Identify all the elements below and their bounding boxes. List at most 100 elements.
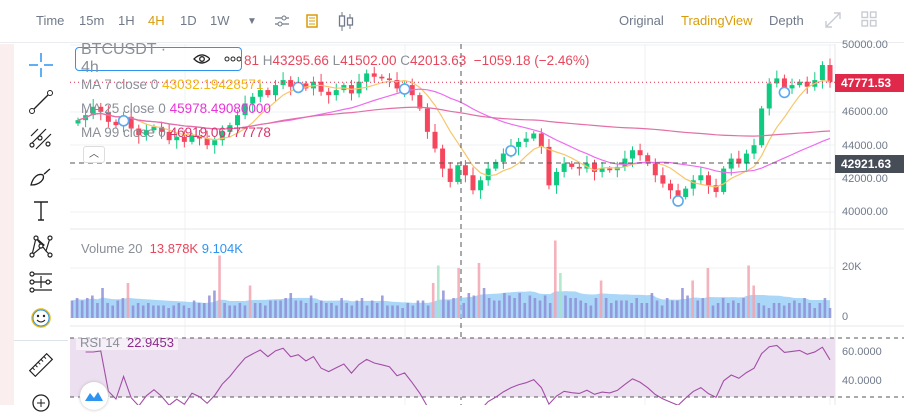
text-tool-icon[interactable] — [26, 196, 56, 226]
time-button[interactable]: Time — [36, 13, 65, 28]
candle-body — [819, 65, 825, 81]
fib-tool-icon[interactable] — [26, 124, 56, 154]
volume-bar — [335, 305, 338, 318]
zoom-in-tool-icon[interactable] — [26, 388, 56, 418]
interval-1d[interactable]: 1D — [180, 13, 197, 28]
volume-bar — [467, 293, 471, 318]
volume-bar — [482, 288, 486, 318]
volume-bar — [615, 300, 618, 318]
volume-bar — [355, 300, 359, 318]
volume-bar — [401, 308, 404, 318]
volume-bar — [269, 300, 272, 318]
candle-body — [774, 78, 780, 84]
trend-line-tool-icon[interactable] — [26, 87, 56, 117]
candle-body — [181, 136, 187, 142]
volume-bar — [172, 305, 176, 318]
eye-icon[interactable] — [193, 53, 211, 65]
volume-ma-area — [72, 291, 830, 318]
volume-bar — [462, 303, 466, 318]
volume-bar — [421, 300, 425, 318]
volume-bar — [640, 303, 644, 318]
volume-bar — [788, 303, 791, 318]
candle-body — [75, 120, 81, 124]
more-intervals-dropdown-icon[interactable]: ▼ — [247, 16, 257, 27]
candle-body — [462, 165, 468, 176]
symbol-legend-box[interactable]: BTCUSDT · 4h — [75, 41, 242, 76]
more-options-icon[interactable] — [224, 56, 241, 62]
chart-area[interactable] — [70, 44, 904, 418]
volume-bar — [381, 295, 384, 318]
fullscreen-icon[interactable] — [825, 12, 841, 28]
interval-1h[interactable]: 1H — [118, 13, 135, 28]
rsi-tick: 40.0000 — [842, 375, 882, 387]
left-edge-strip — [0, 44, 14, 405]
ma99-value: 46919.06777778 — [169, 125, 271, 140]
brush-tool-icon[interactable] — [26, 161, 56, 191]
candle-body — [493, 161, 499, 169]
volume-bar — [533, 298, 537, 318]
tradingview-logo-icon[interactable] — [80, 382, 108, 410]
volume-bar — [391, 305, 394, 318]
volume-bar — [762, 305, 766, 318]
price-tick: 40000.00 — [842, 206, 888, 218]
volume-bar — [416, 300, 420, 318]
view-original[interactable]: Original — [619, 13, 664, 28]
volume-bar — [716, 303, 720, 318]
volume-bar — [406, 303, 410, 318]
candle-body — [417, 95, 423, 109]
volume-bar — [492, 300, 496, 318]
volume-bar — [706, 268, 710, 318]
volume-bar — [579, 300, 583, 318]
indicators-icon[interactable] — [306, 14, 318, 29]
candle-body — [90, 106, 96, 116]
toolbar-divider — [14, 340, 68, 341]
volume-bar — [218, 255, 221, 318]
volume-bar — [330, 303, 333, 318]
price-tick: 42000.00 — [842, 173, 888, 185]
view-tradingview[interactable]: TradingView — [681, 13, 753, 28]
candle-body — [242, 103, 248, 116]
candle-body — [212, 140, 218, 146]
volume-bar — [264, 305, 267, 318]
candle-body — [143, 130, 149, 136]
candle-body — [736, 158, 742, 164]
volume-bar — [319, 300, 323, 318]
interval-15m[interactable]: 15m — [79, 13, 105, 28]
volume-value: 13.878K — [149, 241, 199, 256]
view-depth[interactable]: Depth — [769, 13, 804, 28]
collapse-legend-button[interactable]: ︿ — [83, 146, 105, 163]
chart-canvas[interactable] — [70, 44, 904, 418]
measure-range-tool-icon[interactable] — [26, 267, 56, 297]
candle-type-icon[interactable] — [337, 12, 355, 31]
layout-grid-icon[interactable] — [861, 11, 877, 27]
volume-bar — [513, 298, 516, 318]
crosshair-tool-icon[interactable] — [26, 50, 56, 80]
volume-ma-value: 9.104K — [201, 241, 243, 256]
pattern-tool-icon[interactable] — [26, 231, 56, 261]
volume-bar — [360, 298, 364, 318]
ruler-tool-icon[interactable] — [26, 350, 56, 380]
volume-bar — [116, 300, 120, 318]
volume-bar — [737, 303, 740, 318]
volume-bar — [574, 298, 577, 318]
volume-bar — [594, 298, 598, 318]
volume-bar — [818, 303, 822, 318]
emoji-tool-icon[interactable] — [26, 303, 56, 333]
interval-4h[interactable]: 4H — [148, 13, 165, 28]
candle-body — [485, 168, 491, 181]
volume-bar — [721, 298, 725, 318]
volume-bar — [630, 303, 633, 318]
volume-legend: Volume 20 13.878K 9.104K — [81, 241, 243, 256]
candle-body — [204, 138, 210, 146]
ma7-label: MA 7 close 0 — [81, 77, 159, 92]
interval-1w[interactable]: 1W — [210, 13, 230, 28]
candle-body — [455, 165, 461, 182]
volume-bar — [197, 303, 201, 318]
volume-bar — [472, 295, 476, 318]
candle-body — [660, 175, 666, 184]
volume-bar — [304, 303, 308, 318]
candle-body — [310, 81, 316, 89]
volume-bar — [126, 283, 130, 318]
settings-sliders-icon[interactable] — [275, 15, 289, 27]
volume-bar — [726, 303, 730, 318]
